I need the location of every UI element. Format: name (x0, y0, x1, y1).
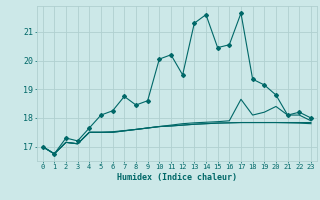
X-axis label: Humidex (Indice chaleur): Humidex (Indice chaleur) (117, 173, 237, 182)
